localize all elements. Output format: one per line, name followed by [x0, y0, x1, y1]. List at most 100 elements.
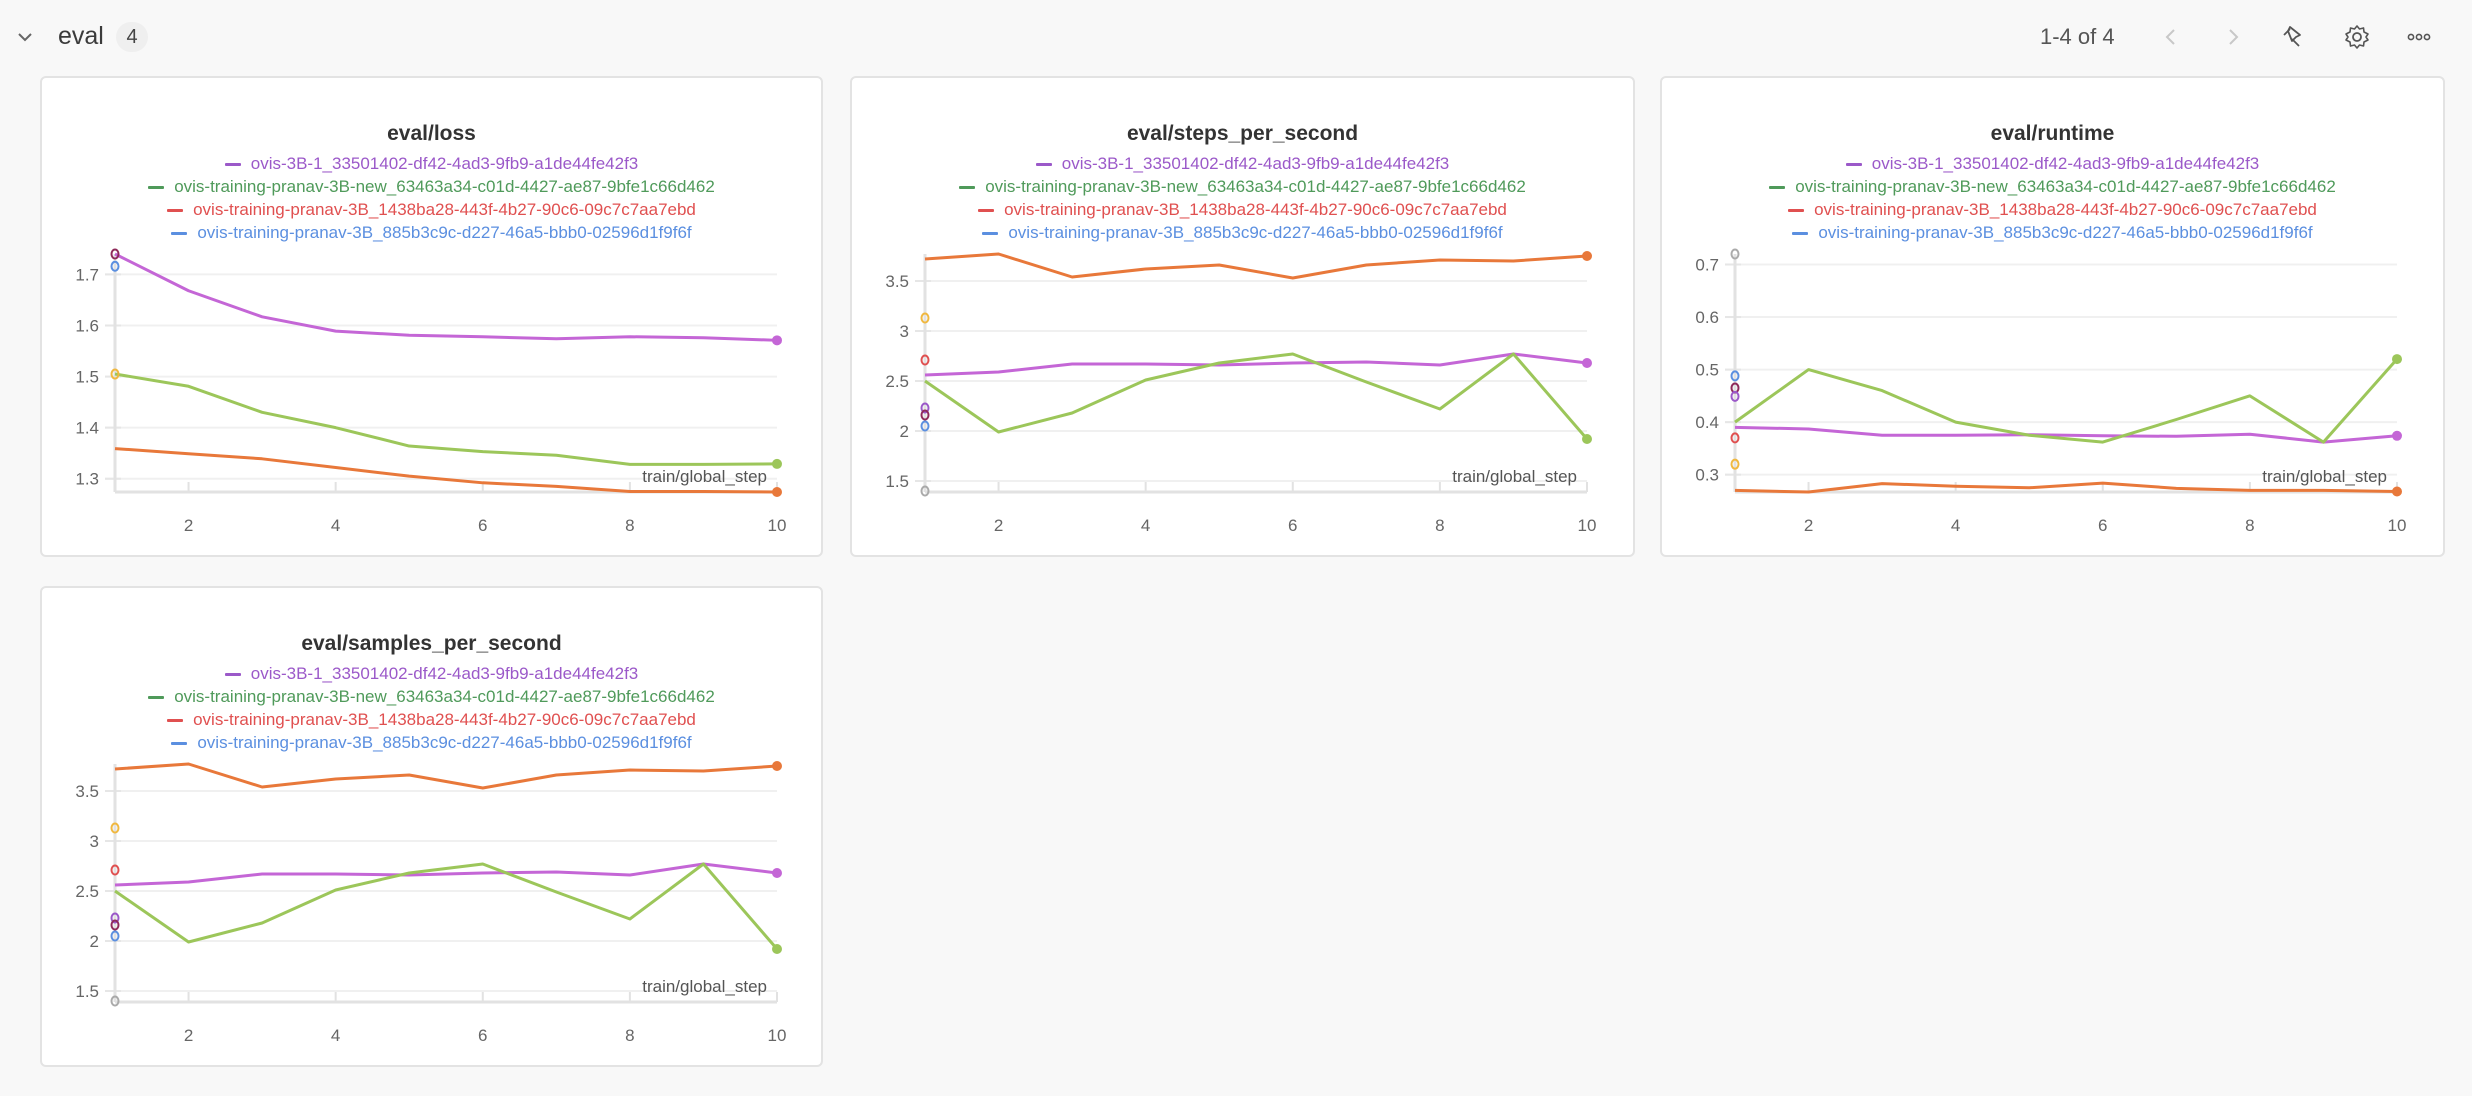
- axis-marker: [920, 420, 930, 432]
- series-line[interactable]: [1734, 481, 2398, 494]
- legend-swatch: [148, 186, 165, 190]
- legend-label: ovis-training-pranav-3B_885b3c9c-d227-46…: [1008, 223, 1503, 242]
- chevron-right-icon[interactable]: [2218, 22, 2248, 52]
- y-tick-label: 2.5: [885, 372, 909, 391]
- legend-item[interactable]: ovis-training-pranav-3B_1438ba28-443f-4b…: [1662, 198, 2443, 221]
- legend-item[interactable]: ovis-3B-1_33501402-df42-4ad3-9fb9-a1de44…: [1662, 152, 2443, 175]
- series-line[interactable]: [1734, 358, 2399, 444]
- chevron-down-icon[interactable]: [14, 26, 36, 48]
- series-end-point[interactable]: [1582, 434, 1592, 444]
- plot-area[interactable]: 1.3 1.4 1.5 1.6 1.7 2 4 6 8 10 train/global_step: [42, 78, 825, 559]
- legend-item[interactable]: ovis-training-pranav-3B-new_63463a34-c01…: [42, 175, 821, 198]
- series-end-point[interactable]: [1582, 358, 1592, 368]
- plot-area[interactable]: 0.3 0.4 0.5 0.6 0.7 2 4 6 8 10 train/global_step: [1662, 78, 2447, 559]
- series-end-point[interactable]: [772, 868, 782, 878]
- y-tick-label: 0.7: [1695, 256, 1719, 275]
- plot-area[interactable]: 1.5 2 2.5 3 3.5 2 4 6 8 10 train/global_step: [852, 78, 1637, 559]
- x-tick-label: 10: [768, 1026, 787, 1045]
- x-tick-label: 6: [478, 516, 487, 535]
- chart-panel-steps-per-second[interactable]: eval/steps_per_second ovis-3B-1_33501402…: [850, 76, 1635, 557]
- y-tick-label: 0.6: [1695, 308, 1719, 327]
- legend-label: ovis-training-pranav-3B-new_63463a34-c01…: [174, 177, 715, 196]
- legend-label: ovis-training-pranav-3B_1438ba28-443f-4b…: [1004, 200, 1507, 219]
- legend-label: ovis-training-pranav-3B_885b3c9c-d227-46…: [197, 223, 692, 242]
- series-line[interactable]: [924, 252, 1588, 280]
- legend-swatch: [1845, 163, 1862, 167]
- series-end-point[interactable]: [772, 761, 782, 771]
- y-tick-label: 1.5: [75, 982, 99, 1001]
- y-tick-label: 3.5: [75, 782, 99, 801]
- axis-marker: [110, 930, 120, 942]
- legend-item[interactable]: ovis-training-pranav-3B_885b3c9c-d227-46…: [852, 221, 1633, 244]
- legend-swatch: [978, 209, 995, 213]
- legend-label: ovis-3B-1_33501402-df42-4ad3-9fb9-a1de44…: [250, 664, 639, 683]
- legend-swatch: [1769, 186, 1786, 190]
- series-end-point[interactable]: [772, 335, 782, 346]
- axis-marker: [110, 822, 120, 834]
- section-title[interactable]: eval: [58, 22, 104, 50]
- legend-item[interactable]: ovis-training-pranav-3B_885b3c9c-d227-46…: [42, 221, 821, 244]
- legend-item[interactable]: ovis-training-pranav-3B-new_63463a34-c01…: [42, 685, 821, 708]
- chart-panel-runtime[interactable]: eval/runtime ovis-3B-1_33501402-df42-4ad…: [1660, 76, 2445, 557]
- legend-swatch: [1788, 209, 1805, 213]
- series-line[interactable]: [114, 252, 778, 342]
- chart-panel-loss[interactable]: eval/loss ovis-3B-1_33501402-df42-4ad3-9…: [40, 76, 823, 557]
- series-end-point[interactable]: [772, 458, 782, 469]
- legend-label: ovis-training-pranav-3B_1438ba28-443f-4b…: [193, 200, 696, 219]
- plot-area[interactable]: 1.5 2 2.5 3 3.5 2 4 6 8 10 train/global_step: [42, 588, 825, 1069]
- legend-item[interactable]: ovis-3B-1_33501402-df42-4ad3-9fb9-a1de44…: [42, 152, 821, 175]
- series-end-point[interactable]: [2392, 430, 2402, 441]
- x-axis-title: train/global_step: [642, 977, 767, 996]
- series-end-point[interactable]: [1582, 251, 1592, 261]
- legend-item[interactable]: ovis-3B-1_33501402-df42-4ad3-9fb9-a1de44…: [42, 662, 821, 685]
- chart-title: eval/steps_per_second: [1126, 122, 1359, 145]
- gear-icon[interactable]: [2342, 22, 2372, 52]
- series-line[interactable]: [1734, 425, 2398, 444]
- series-line[interactable]: [114, 762, 778, 790]
- legend-item[interactable]: ovis-3B-1_33501402-df42-4ad3-9fb9-a1de44…: [852, 152, 1633, 175]
- section-header: eval 4 1-4 of 4: [0, 0, 2472, 74]
- legend-item[interactable]: ovis-training-pranav-3B-new_63463a34-c01…: [1662, 175, 2443, 198]
- x-tick-label: 2: [1804, 516, 1813, 535]
- series-end-point[interactable]: [2392, 354, 2402, 365]
- y-tick-label: 1.5: [75, 368, 99, 387]
- axis-marker: [110, 919, 120, 931]
- series-line[interactable]: [114, 862, 778, 887]
- series-line[interactable]: [114, 372, 778, 466]
- legend-item[interactable]: ovis-training-pranav-3B_885b3c9c-d227-46…: [42, 731, 821, 754]
- axis-marker: [110, 995, 120, 1007]
- axis-marker: [1730, 370, 1740, 382]
- legend-item[interactable]: ovis-training-pranav-3B_1438ba28-443f-4b…: [42, 708, 821, 731]
- x-tick-label: 4: [1951, 516, 1960, 535]
- more-icon[interactable]: [2404, 22, 2434, 52]
- legend-item[interactable]: ovis-training-pranav-3B_1438ba28-443f-4b…: [852, 198, 1633, 221]
- series-end-point[interactable]: [772, 944, 782, 954]
- x-tick-label: 10: [2388, 516, 2407, 535]
- legend-item[interactable]: ovis-training-pranav-3B_885b3c9c-d227-46…: [1662, 221, 2443, 244]
- series-line[interactable]: [114, 447, 778, 494]
- x-tick-label: 4: [331, 1026, 340, 1045]
- x-tick-label: 4: [1141, 516, 1150, 535]
- x-tick-label: 10: [768, 516, 787, 535]
- legend-item[interactable]: ovis-training-pranav-3B_1438ba28-443f-4b…: [42, 198, 821, 221]
- axis-marker: [1730, 248, 1740, 260]
- chart-legend: ovis-3B-1_33501402-df42-4ad3-9fb9-a1de44…: [42, 662, 821, 754]
- legend-item[interactable]: ovis-training-pranav-3B-new_63463a34-c01…: [852, 175, 1633, 198]
- series-line[interactable]: [114, 862, 779, 950]
- legend-label: ovis-training-pranav-3B-new_63463a34-c01…: [1795, 177, 2336, 196]
- series-end-point[interactable]: [772, 487, 782, 497]
- axis-marker: [1730, 432, 1740, 444]
- legend-swatch: [1792, 232, 1809, 236]
- y-tick-label: 1.5: [885, 472, 909, 491]
- legend-label: ovis-training-pranav-3B_1438ba28-443f-4b…: [193, 710, 696, 729]
- series-line[interactable]: [924, 352, 1589, 440]
- y-tick-label: 1.6: [75, 317, 99, 336]
- legend-label: ovis-training-pranav-3B-new_63463a34-c01…: [174, 687, 715, 706]
- series-end-point[interactable]: [2392, 486, 2402, 497]
- series-line[interactable]: [924, 352, 1588, 377]
- chart-panel-samples-per-second[interactable]: eval/samples_per_second ovis-3B-1_335014…: [40, 586, 823, 1067]
- pin-icon[interactable]: [2278, 22, 2308, 52]
- legend-swatch: [224, 673, 241, 677]
- chevron-left-icon[interactable]: [2156, 22, 2186, 52]
- x-axis-title: train/global_step: [642, 467, 767, 486]
